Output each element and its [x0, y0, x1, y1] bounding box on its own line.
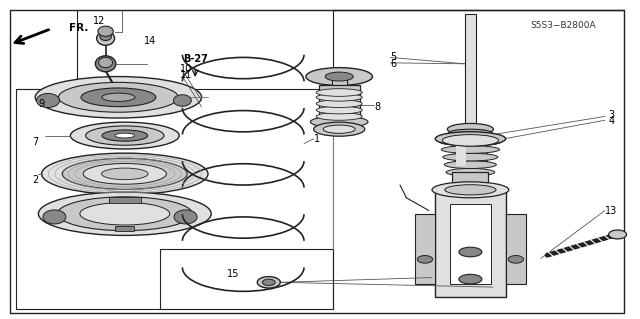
Ellipse shape: [459, 247, 482, 257]
Ellipse shape: [306, 68, 372, 85]
Ellipse shape: [63, 158, 188, 189]
Text: 2: 2: [32, 175, 38, 185]
Ellipse shape: [38, 192, 211, 235]
Bar: [456, 128, 467, 166]
Ellipse shape: [58, 197, 192, 231]
Text: FR.: FR.: [69, 23, 88, 33]
Ellipse shape: [262, 279, 275, 286]
Ellipse shape: [417, 256, 433, 263]
Ellipse shape: [316, 93, 362, 101]
Ellipse shape: [449, 129, 492, 137]
Text: 14: 14: [144, 36, 157, 47]
Text: 8: 8: [374, 102, 381, 112]
Text: 7: 7: [32, 137, 38, 147]
Ellipse shape: [257, 277, 280, 288]
Ellipse shape: [97, 31, 115, 45]
Ellipse shape: [115, 133, 134, 138]
Text: 6: 6: [390, 59, 397, 69]
Bar: [452, 172, 488, 191]
Bar: [415, 214, 435, 284]
Ellipse shape: [86, 126, 164, 145]
Text: 11: 11: [179, 70, 192, 80]
Ellipse shape: [99, 57, 113, 68]
Bar: [332, 75, 347, 86]
Text: B-27: B-27: [183, 54, 207, 64]
Ellipse shape: [80, 203, 170, 225]
Bar: [465, 14, 476, 128]
Ellipse shape: [42, 153, 208, 195]
Bar: [454, 128, 487, 166]
Ellipse shape: [83, 163, 166, 184]
Ellipse shape: [58, 82, 179, 112]
Ellipse shape: [43, 210, 66, 224]
Text: 1: 1: [314, 134, 320, 144]
Ellipse shape: [459, 274, 482, 284]
Ellipse shape: [447, 123, 493, 135]
Ellipse shape: [173, 95, 191, 106]
Ellipse shape: [35, 77, 202, 118]
Text: 12: 12: [93, 16, 106, 26]
Ellipse shape: [95, 56, 116, 72]
Ellipse shape: [36, 93, 60, 108]
Text: 13: 13: [605, 205, 618, 216]
Ellipse shape: [81, 88, 156, 107]
Ellipse shape: [310, 116, 368, 128]
Ellipse shape: [435, 132, 506, 146]
Ellipse shape: [316, 113, 362, 120]
Text: 3: 3: [608, 110, 614, 120]
Ellipse shape: [314, 122, 365, 136]
Ellipse shape: [442, 135, 499, 146]
Bar: [109, 197, 141, 203]
Ellipse shape: [609, 230, 627, 239]
Ellipse shape: [440, 138, 501, 146]
Bar: [115, 226, 134, 231]
Ellipse shape: [444, 161, 497, 168]
Text: 15: 15: [227, 269, 240, 279]
Ellipse shape: [102, 93, 135, 101]
Ellipse shape: [100, 33, 111, 41]
Ellipse shape: [316, 100, 362, 108]
Ellipse shape: [445, 185, 496, 195]
Bar: [435, 191, 506, 297]
Ellipse shape: [442, 146, 499, 153]
Ellipse shape: [174, 210, 197, 224]
Ellipse shape: [98, 26, 113, 36]
Ellipse shape: [443, 153, 498, 161]
Bar: [319, 85, 360, 121]
Ellipse shape: [102, 130, 148, 141]
Text: S5S3−B2800A: S5S3−B2800A: [531, 21, 596, 30]
Ellipse shape: [446, 168, 495, 176]
Bar: [506, 214, 526, 284]
Text: 9: 9: [38, 99, 45, 109]
Text: 10: 10: [179, 63, 192, 74]
Ellipse shape: [508, 256, 524, 263]
Bar: [450, 204, 492, 284]
Ellipse shape: [432, 182, 509, 198]
Text: 5: 5: [390, 52, 397, 63]
Ellipse shape: [325, 72, 353, 81]
Ellipse shape: [316, 89, 362, 96]
Ellipse shape: [102, 168, 148, 180]
Text: 4: 4: [608, 116, 614, 126]
Ellipse shape: [323, 125, 355, 133]
Ellipse shape: [70, 122, 179, 149]
Ellipse shape: [316, 106, 362, 114]
